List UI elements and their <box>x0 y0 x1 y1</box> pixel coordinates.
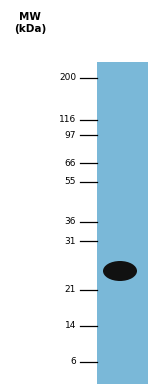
Text: 21: 21 <box>65 285 76 295</box>
Ellipse shape <box>103 261 137 281</box>
Text: 36: 36 <box>65 217 76 227</box>
Text: 6: 6 <box>70 358 76 366</box>
Text: 97: 97 <box>65 131 76 139</box>
Text: 66: 66 <box>65 159 76 167</box>
Bar <box>97 62 148 384</box>
Text: 116: 116 <box>59 116 76 124</box>
Text: 31: 31 <box>65 237 76 245</box>
Text: 55: 55 <box>65 177 76 187</box>
Text: MW
(kDa): MW (kDa) <box>14 12 46 34</box>
Text: 14: 14 <box>65 321 76 331</box>
Text: 200: 200 <box>59 73 76 83</box>
